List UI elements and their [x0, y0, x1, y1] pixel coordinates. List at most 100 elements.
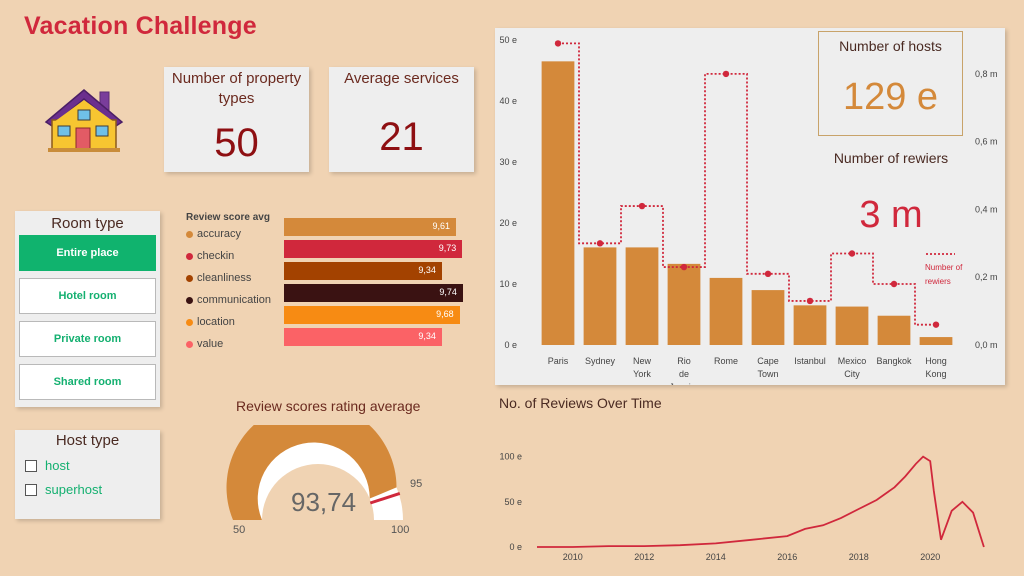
hosts-kpi-label: Number of hosts	[839, 38, 942, 54]
reviewers-point	[596, 240, 604, 247]
room-type-slicer: Room type Entire place Hotel room Privat…	[15, 211, 160, 407]
reviewers-point	[890, 280, 898, 288]
house-icon	[40, 86, 128, 154]
bar-cape-town	[751, 290, 785, 345]
host-checkbox[interactable]	[25, 459, 37, 472]
y-tick-label: 50 e	[499, 35, 517, 45]
bar-rome	[709, 277, 743, 345]
legend-label: cleanliness	[197, 272, 252, 284]
host-type-option-host[interactable]: host	[25, 458, 70, 473]
bar-sydney	[583, 247, 617, 345]
y-tick-label: 50 e	[504, 497, 522, 507]
reviews-over-time-title: No. of Reviews Over Time	[499, 395, 662, 411]
review-score-title: Review score avg	[186, 212, 270, 223]
x-tick-label: de	[679, 369, 689, 379]
bar-bangkok	[877, 315, 911, 345]
legend-dot	[186, 252, 193, 260]
reviewers-point	[848, 250, 856, 257]
y2-tick-label: 0,8 m	[975, 69, 998, 79]
reviews-over-time-panel: No. of Reviews Over Time 0 e 50 e 100 e 201…	[495, 391, 1005, 571]
x-tick-label: Sydney	[585, 356, 616, 366]
legend-dot	[186, 296, 193, 304]
host-type-title: Host type	[55, 432, 120, 449]
reviewers-step-line	[558, 42, 936, 326]
gauge-target: 95	[410, 478, 423, 490]
review-legend-value: value	[186, 338, 223, 350]
bar-new-york	[625, 247, 659, 345]
x-tick-label: Kong	[925, 369, 946, 379]
superhost-checkbox[interactable]	[25, 483, 37, 496]
x-tick-label: 2020	[920, 552, 940, 562]
legend-label: value	[197, 338, 224, 350]
kpi-property-types-label: Number of property types	[171, 70, 302, 107]
legend-label: accuracy	[197, 228, 242, 240]
x-tick-label: New	[633, 356, 652, 366]
gauge-max: 100	[391, 524, 410, 536]
bar-paris	[541, 61, 575, 345]
legend-dot	[186, 274, 193, 282]
gauge-title: Review scores rating average	[236, 398, 421, 414]
gauge-min: 50	[233, 524, 246, 536]
reviewers-kpi-value: 3 m	[859, 194, 923, 236]
room-type-shared-room[interactable]: Shared room	[19, 364, 156, 400]
legend-dot	[186, 230, 193, 238]
hosts-by-city-chart: 0 e 10 e 20 e 30 e 40 e 50 e 0,0 m 0,2 m 0,4 m 0,…	[499, 35, 998, 385]
x-tick-label: York	[633, 369, 651, 379]
y2-tick-label: 0,2 m	[975, 272, 998, 282]
legend-label: communication	[197, 294, 271, 306]
hosts-kpi-box: Number of hosts 129 e	[818, 31, 963, 136]
y2-tick-label: 0,6 m	[975, 137, 998, 147]
x-tick-label: Bangkok	[876, 356, 912, 366]
y-tick-label: 20 e	[499, 218, 517, 228]
review-bar-value: 9,68	[436, 309, 454, 319]
legend-dot	[186, 318, 193, 326]
review-bar-value: 9,73	[438, 243, 457, 253]
room-type-hotel-room[interactable]: Hotel room	[19, 278, 156, 314]
review-legend-cleanliness: cleanliness	[186, 272, 251, 284]
hosts-kpi-value: 129 e	[842, 76, 939, 118]
x-tick-label: 2018	[849, 552, 869, 562]
y2-tick-label: 0,0 m	[975, 340, 998, 350]
review-bar-communication: 9,74	[284, 284, 463, 302]
hosts-by-city-panel: 0 e 10 e 20 e 30 e 40 e 50 e 0,0 m 0,2 m 0,4 m 0,…	[495, 28, 1005, 385]
y-tick-label: 10 e	[499, 279, 517, 289]
legend-label-line2: rewiers	[925, 277, 951, 286]
x-tick-label: 2010	[563, 552, 583, 562]
room-type-private-room[interactable]: Private room	[19, 321, 156, 357]
legend-label: checkin	[197, 250, 235, 262]
kpi-average-services-card: Average services 21	[329, 67, 474, 172]
y-tick-label: 30 e	[499, 157, 517, 167]
reviewers-point	[554, 40, 562, 47]
bar-mexico-city	[835, 306, 869, 345]
y-tick-label: 100 e	[499, 452, 522, 462]
x-tick-label: Rome	[714, 356, 738, 366]
reviewers-point	[932, 321, 940, 328]
kpi-average-services-value: 21	[379, 115, 424, 159]
review-bar-value: 9,34	[284, 328, 442, 346]
x-tick-label: Hong	[925, 356, 947, 366]
review-bar-checkin: 9,73	[284, 240, 463, 258]
x-tick-label: 2014	[706, 552, 726, 562]
bar-hong-kong	[919, 337, 953, 345]
host-option-label: host	[45, 458, 70, 473]
reviewers-point	[806, 297, 814, 305]
review-legend-accuracy: accuracy	[186, 228, 241, 240]
host-type-slicer: Host type host superhost	[15, 430, 160, 519]
gauge-value: 93,74	[291, 487, 357, 517]
y-tick-label: 0 e	[504, 340, 517, 350]
x-tick-label: 2012	[634, 552, 654, 562]
room-type-entire-place[interactable]: Entire place	[19, 235, 156, 271]
x-tick-label: Town	[757, 369, 778, 379]
gauge-target-marker	[369, 491, 401, 505]
legend-label-line1: Number of	[925, 263, 963, 272]
y-tick-label: 40 e	[499, 96, 517, 106]
review-bar-value: 9,34	[418, 331, 436, 341]
review-legend-location: location	[186, 316, 235, 328]
host-type-option-superhost[interactable]: superhost	[25, 482, 102, 497]
x-tick-label: Mexico	[838, 356, 867, 366]
x-tick-label: 2016	[777, 552, 797, 562]
reviewers-point	[722, 70, 730, 78]
review-bar-location: 9,68	[284, 306, 460, 324]
kpi-property-types-card: Number of property types 50	[164, 67, 309, 172]
y-tick-label: 0 e	[509, 542, 522, 552]
